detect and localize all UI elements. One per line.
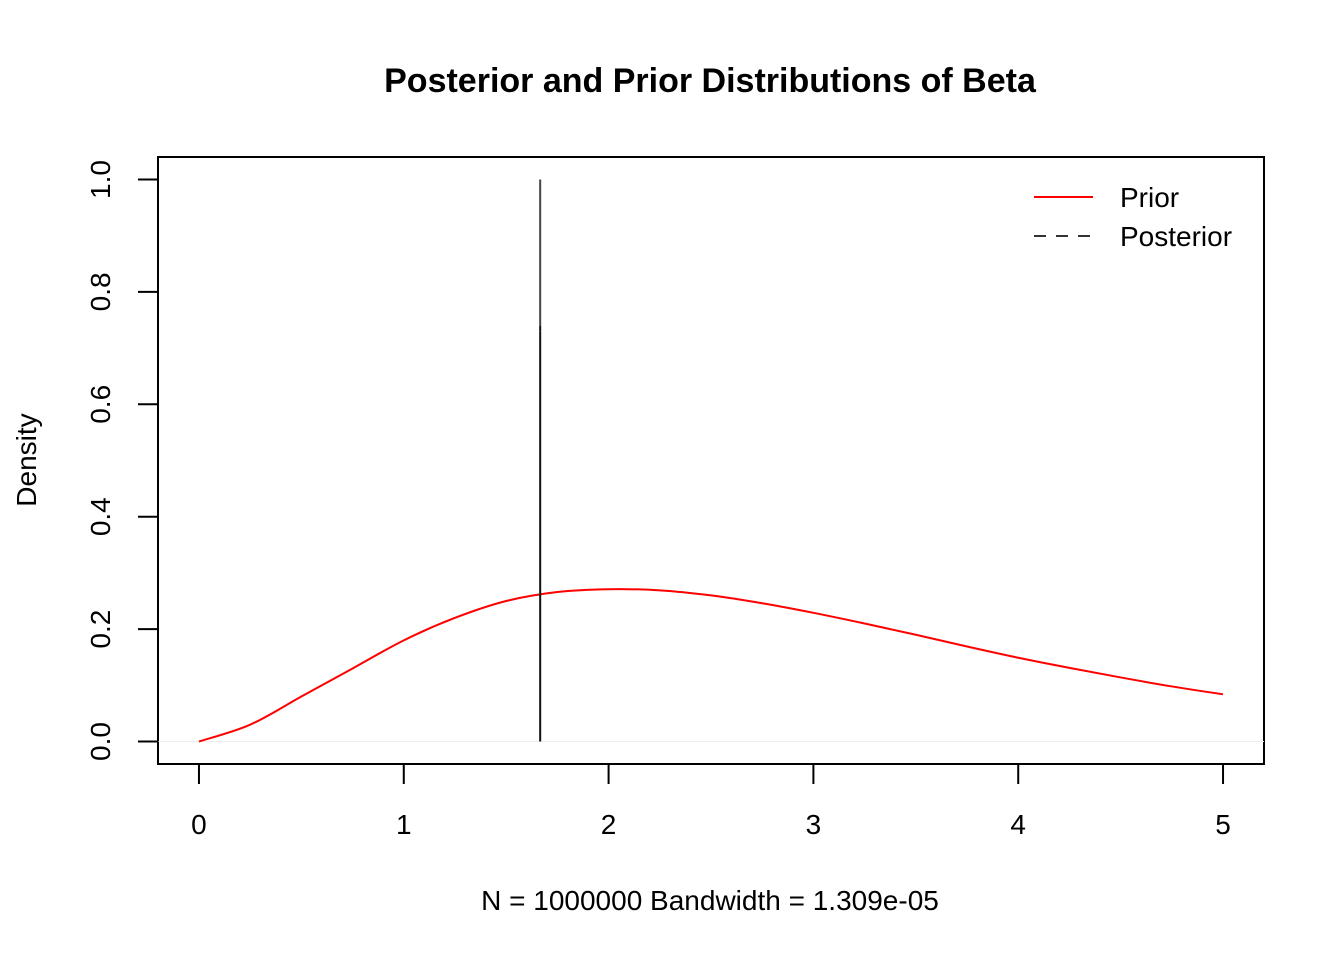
y-axis: 0.0 0.2 0.4 0.6 0.8 1.0	[85, 160, 159, 761]
y-tick-label: 1.0	[85, 160, 116, 199]
x-axis-label: N = 1000000 Bandwidth = 1.309e-05	[481, 885, 939, 916]
y-tick-label: 0.6	[85, 385, 116, 424]
x-tick-label: 1	[396, 809, 412, 840]
chart-title: Posterior and Prior Distributions of Bet…	[384, 62, 1037, 100]
x-tick-label: 2	[601, 809, 617, 840]
y-tick-label: 0.0	[85, 722, 116, 761]
series-layer	[198, 179, 1224, 743]
y-tick-label: 0.8	[85, 272, 116, 311]
x-axis: 0 1 2 3 4 5	[191, 763, 1231, 840]
y-axis-label: Density	[11, 413, 42, 506]
x-tick-label: 3	[806, 809, 822, 840]
legend: Prior Posterior	[1034, 182, 1232, 252]
series-prior-line	[198, 588, 1224, 743]
y-tick-label: 0.2	[85, 610, 116, 649]
x-tick-label: 5	[1215, 809, 1231, 840]
x-tick-label: 0	[191, 809, 207, 840]
legend-posterior-label: Posterior	[1120, 221, 1232, 252]
legend-prior-label: Prior	[1120, 182, 1179, 213]
y-tick-label: 0.4	[85, 497, 116, 536]
x-tick-label: 4	[1010, 809, 1026, 840]
